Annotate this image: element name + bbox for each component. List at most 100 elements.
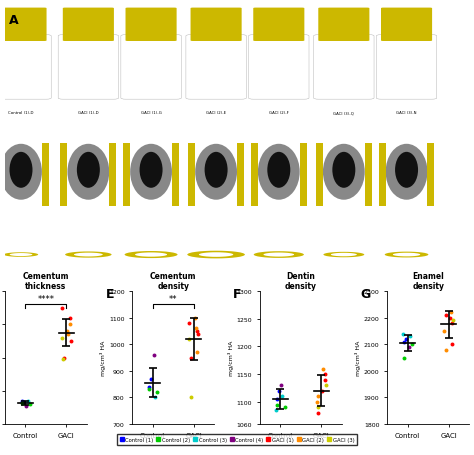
Point <box>187 394 194 401</box>
Point <box>405 344 412 351</box>
Point <box>446 314 454 322</box>
Text: GACI (3)-N: GACI (3)-N <box>396 111 417 115</box>
Point <box>448 320 456 327</box>
Point <box>193 349 201 356</box>
Ellipse shape <box>0 145 42 200</box>
Ellipse shape <box>9 152 33 188</box>
Ellipse shape <box>395 152 418 188</box>
Ellipse shape <box>386 145 428 200</box>
Point <box>191 314 199 322</box>
Point <box>148 375 155 383</box>
Point <box>408 341 416 348</box>
Point <box>277 382 285 389</box>
Bar <box>428 143 434 207</box>
Point <box>187 354 195 361</box>
FancyBboxPatch shape <box>186 35 246 100</box>
Point <box>272 407 280 414</box>
Point <box>401 338 408 345</box>
Ellipse shape <box>332 152 356 188</box>
Point <box>64 328 71 335</box>
Point <box>66 321 73 328</box>
FancyBboxPatch shape <box>63 9 114 42</box>
Point <box>20 399 28 406</box>
Point <box>319 365 327 373</box>
Bar <box>379 143 386 207</box>
Ellipse shape <box>323 145 365 200</box>
Bar <box>109 143 116 207</box>
Point <box>146 386 153 393</box>
Point <box>447 309 455 316</box>
Point <box>322 382 330 389</box>
FancyBboxPatch shape <box>0 9 46 42</box>
Bar <box>316 143 323 207</box>
Text: ****: **** <box>37 294 55 303</box>
Point <box>18 400 26 407</box>
Point <box>66 314 74 322</box>
Point <box>26 400 34 408</box>
Point <box>449 317 457 324</box>
Bar <box>251 143 258 207</box>
Title: Cementum
density: Cementum density <box>150 271 197 291</box>
Bar <box>365 143 372 207</box>
Y-axis label: mg/cm³ HA: mg/cm³ HA <box>100 340 106 375</box>
FancyBboxPatch shape <box>381 9 432 42</box>
Bar <box>61 143 67 207</box>
Point <box>22 402 30 410</box>
FancyBboxPatch shape <box>253 9 304 42</box>
Text: Control (1)-D: Control (1)-D <box>8 111 34 115</box>
Point <box>313 398 320 405</box>
Point <box>314 410 322 417</box>
FancyBboxPatch shape <box>0 35 51 100</box>
Bar <box>300 143 307 207</box>
Point <box>24 397 31 404</box>
Point <box>315 393 322 400</box>
Point <box>18 398 26 405</box>
Point <box>273 395 281 403</box>
Point <box>154 389 161 396</box>
Ellipse shape <box>267 152 290 188</box>
Point <box>319 387 326 394</box>
Text: F: F <box>233 288 242 300</box>
Text: GACI (2)-F: GACI (2)-F <box>269 111 289 115</box>
FancyBboxPatch shape <box>248 35 309 100</box>
Ellipse shape <box>67 145 109 200</box>
Ellipse shape <box>258 145 300 200</box>
Text: C: C <box>9 230 18 243</box>
Point <box>275 387 283 394</box>
Bar <box>42 143 49 207</box>
FancyBboxPatch shape <box>376 35 437 100</box>
Point <box>185 335 193 343</box>
Point <box>402 335 410 343</box>
Point <box>321 376 328 384</box>
Y-axis label: mg/cm³ HA: mg/cm³ HA <box>355 340 361 375</box>
Bar <box>172 143 179 207</box>
Text: GACI (3)-Q: GACI (3)-Q <box>333 111 354 115</box>
FancyBboxPatch shape <box>126 9 177 42</box>
Point <box>59 356 67 363</box>
Point <box>442 346 450 354</box>
Point <box>194 328 201 335</box>
Point <box>151 394 159 401</box>
Legend: Control (1), Control (2), Control (3), Control (4), GACI (1), GACI (2), GACI (3): Control (1), Control (2), Control (3), C… <box>117 434 357 445</box>
Point <box>146 383 153 390</box>
Point <box>58 304 66 312</box>
Point <box>406 333 414 340</box>
Point <box>400 330 407 338</box>
Point <box>281 404 288 411</box>
Text: GACI (1)-G: GACI (1)-G <box>141 111 162 115</box>
Ellipse shape <box>130 145 172 200</box>
Point <box>273 401 281 409</box>
Point <box>442 312 449 319</box>
Point <box>58 334 65 342</box>
Ellipse shape <box>77 152 100 188</box>
Point <box>440 328 448 335</box>
Point <box>279 393 286 400</box>
Title: Enamel
density: Enamel density <box>412 271 444 291</box>
Y-axis label: mg/cm³ HA: mg/cm³ HA <box>228 340 234 375</box>
Title: Cementum
thickness: Cementum thickness <box>23 271 69 291</box>
Point <box>67 338 75 345</box>
Bar <box>237 143 244 207</box>
FancyBboxPatch shape <box>58 35 118 100</box>
Point <box>64 331 72 338</box>
Point <box>60 354 67 361</box>
